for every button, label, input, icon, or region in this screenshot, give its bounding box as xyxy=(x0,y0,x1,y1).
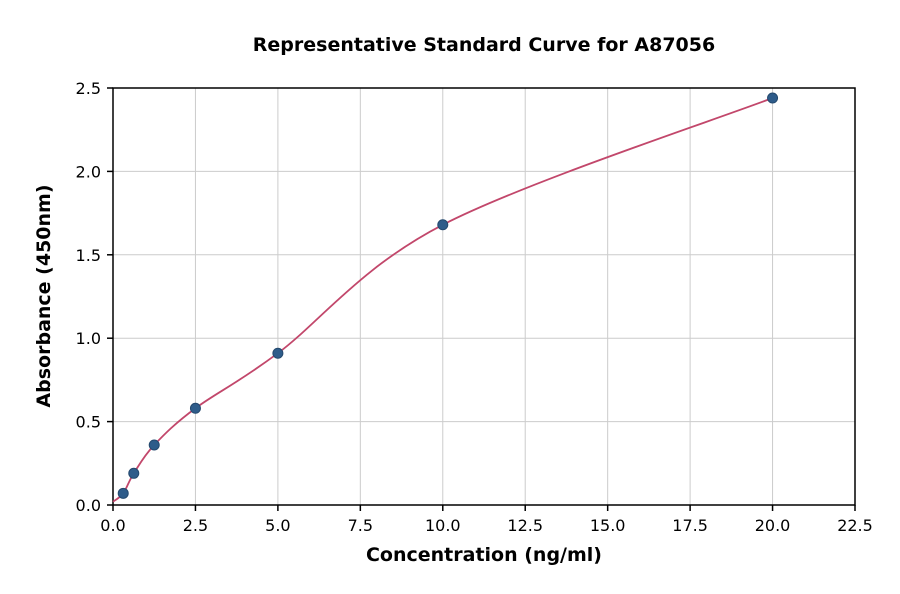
data-point xyxy=(767,92,779,104)
data-point xyxy=(117,487,129,499)
data-point xyxy=(437,219,449,231)
y-tick-label: 2.0 xyxy=(76,162,101,181)
x-tick-label: 22.5 xyxy=(837,516,873,535)
x-axis-label: Concentration (ng/ml) xyxy=(365,544,602,566)
data-point xyxy=(128,467,140,479)
y-tick-label: 2.5 xyxy=(76,79,101,98)
y-tick-label: 1.5 xyxy=(76,246,101,265)
fit-curve xyxy=(112,97,773,503)
chart-title: Representative Standard Curve for A87056 xyxy=(252,34,716,56)
x-tick-label: 17.5 xyxy=(672,516,708,535)
data-point xyxy=(189,402,201,414)
data-point xyxy=(148,439,160,451)
y-tick-label: 1.0 xyxy=(76,329,101,348)
x-tick-label: 0.0 xyxy=(100,516,125,535)
y-tick-label: 0.5 xyxy=(76,413,101,432)
plot-border xyxy=(112,87,856,506)
x-tick-label: 12.5 xyxy=(507,516,543,535)
x-tick-label: 15.0 xyxy=(590,516,626,535)
x-tick-label: 10.0 xyxy=(425,516,461,535)
x-tick-label: 7.5 xyxy=(348,516,373,535)
data-point xyxy=(272,347,284,359)
y-axis-label: Absorbance (450nm) xyxy=(33,184,55,408)
x-tick-label: 2.5 xyxy=(183,516,208,535)
x-tick-label: 5.0 xyxy=(265,516,290,535)
x-tick-label: 20.0 xyxy=(755,516,791,535)
y-tick-label: 0.0 xyxy=(76,496,101,515)
